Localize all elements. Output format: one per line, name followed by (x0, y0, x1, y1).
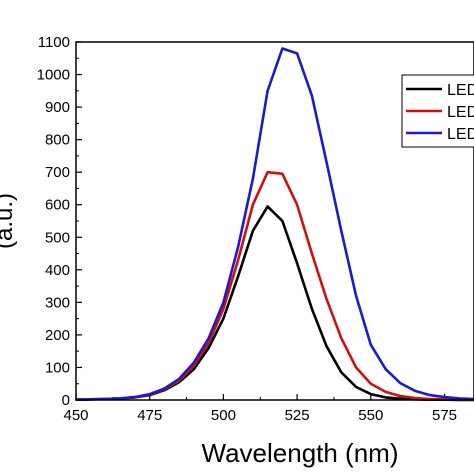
y-tick-label: 400 (45, 262, 70, 279)
series-group (75, 47, 474, 402)
plot-area-frame (75, 41, 474, 401)
series-line-3 (75, 47, 474, 401)
legend-label-3: LED (447, 126, 474, 143)
y-tick-label: 500 (45, 229, 70, 246)
y-tick-label: 200 (45, 327, 70, 344)
y-tick-label: 0 (62, 392, 70, 409)
y-tick-label: 800 (45, 132, 70, 149)
y-tick-label: 600 (45, 197, 70, 214)
x-tick-label: 475 (137, 407, 162, 424)
axis-ticks: 0 100 200 300 400 500 600 700 800 900 1000 1100 450 4… (37, 34, 457, 424)
legend-label-1: LED (447, 82, 474, 99)
y-tick-label: 700 (45, 164, 70, 181)
y-tick-label: 1100 (38, 34, 70, 51)
y-axis-label: (a.u.) (0, 193, 18, 249)
y-tick-label: 1000 (37, 67, 70, 84)
legend: LED LED LED (401, 74, 474, 148)
legend-label-2: LED (447, 104, 474, 121)
y-tick-label: 900 (45, 99, 70, 116)
x-tick-label: 525 (285, 407, 310, 424)
x-tick-label: 575 (432, 407, 457, 424)
x-tick-label: 500 (211, 407, 236, 424)
x-tick-label: 550 (358, 407, 383, 424)
x-tick-label: 450 (63, 407, 88, 424)
x-axis-label: Wavelength (nm) (202, 438, 399, 468)
y-tick-label: 300 (45, 294, 70, 311)
y-tick-label: 100 (45, 359, 70, 376)
